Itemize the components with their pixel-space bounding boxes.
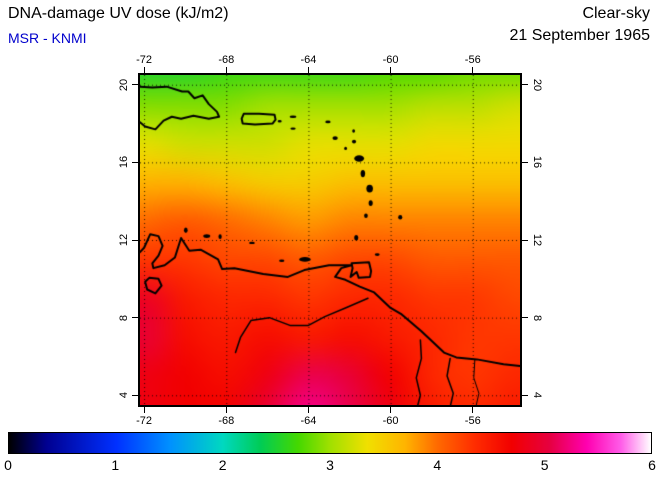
lon-tick-label-top: -64 [300,54,317,66]
page-title: DNA-damage UV dose (kJ/m2) [8,5,229,22]
lon-tick-label-top: -60 [382,54,399,66]
lat-tick-label-left: 12 [118,233,130,247]
sky-condition-label: Clear-sky [582,5,650,22]
lon-tick-label-bottom: -72 [136,415,153,427]
axis-tick [132,84,138,86]
axis-tick [522,317,528,319]
colorbar [8,432,652,454]
colorbar-tick-label: 6 [648,457,656,473]
colorbar-gradient [9,433,651,453]
lat-tick-label-left: 8 [118,314,130,321]
axis-tick [143,67,145,73]
lat-tick-label-right: 12 [531,233,543,247]
axis-tick [132,317,138,319]
colorbar-tick-label: 4 [433,457,442,473]
lon-tick-label-top: -72 [136,54,153,66]
lon-tick-label-bottom: -64 [300,415,317,427]
axis-tick [522,84,528,86]
lon-tick-label-top: -56 [464,54,481,66]
lat-tick-label-left: 4 [118,392,130,399]
colorbar-tick-label: 0 [4,457,12,473]
axis-tick [143,407,145,413]
lon-tick-label-bottom: -60 [382,415,399,427]
colorbar-tick-label: 3 [326,457,334,473]
lat-tick-label-right: 4 [531,392,543,399]
axis-tick [132,161,138,163]
lat-tick-label-right: 16 [531,156,543,169]
lon-tick-label-top: -68 [218,54,235,66]
axis-tick [390,407,392,413]
axis-tick [472,67,474,73]
axis-tick [522,394,528,396]
lon-tick-label-bottom: -56 [464,415,481,427]
axis-tick [522,161,528,163]
lat-tick-label-left: 20 [118,78,130,91]
axis-tick [132,394,138,396]
axis-tick [225,407,227,413]
map-canvas [140,75,520,405]
lat-tick-label-left: 16 [118,156,130,169]
axis-tick [225,67,227,73]
axis-tick [472,407,474,413]
axis-tick [390,67,392,73]
source-label: MSR - KNMI [8,30,87,46]
colorbar-tick-label: 2 [218,457,227,473]
lat-tick-label-right: 20 [531,78,543,91]
axis-tick [522,239,528,241]
axis-tick [307,407,309,413]
colorbar-tick-label: 5 [540,457,549,473]
axis-tick [307,67,309,73]
map-frame [138,73,522,407]
lat-tick-label-right: 8 [531,314,543,321]
axis-tick [132,239,138,241]
colorbar-tick-label: 1 [111,457,120,473]
date-label: 21 September 1965 [509,27,650,44]
lon-tick-label-bottom: -68 [218,415,235,427]
